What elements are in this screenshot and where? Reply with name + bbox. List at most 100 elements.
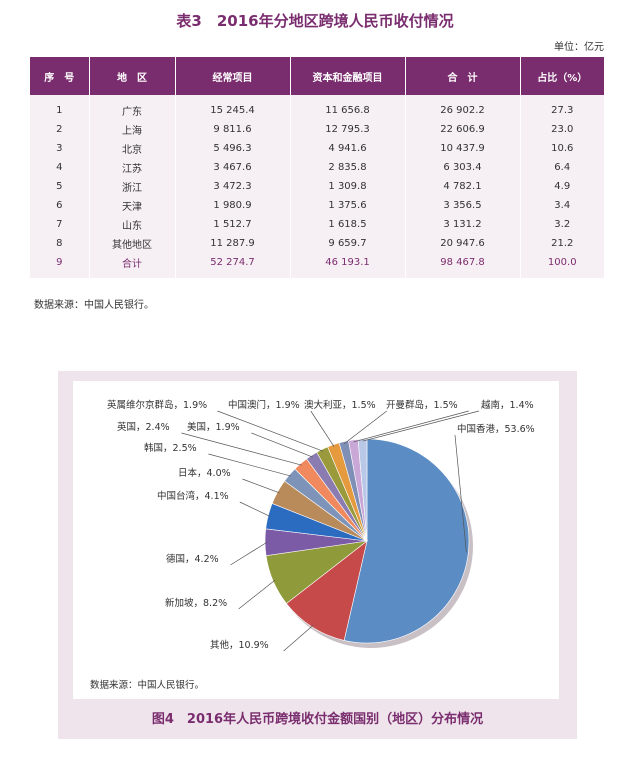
- table-cell: 22 606.9: [404, 120, 520, 139]
- table-cell: 10 437.9: [404, 139, 520, 158]
- leader-line: [238, 579, 276, 610]
- leader-line: [283, 625, 314, 652]
- table-title: 表3 2016年分地区跨境人民币收付情况: [176, 12, 454, 30]
- slice-label: 中国台湾，4.1%: [157, 490, 229, 502]
- table-cell: 1 980.9: [174, 196, 290, 215]
- table-cell: 3 131.2: [404, 215, 520, 234]
- table-row: 2 上海 9 811.6 12 795.3 22 606.9 23.0: [30, 120, 604, 139]
- table-header-row: 序 号 地 区 经常项目 资本和金融项目 合 计 占比（%）: [30, 57, 604, 95]
- table-row: 5 浙江 3 472.3 1 309.8 4 782.1 4.9: [30, 177, 604, 196]
- leader-line: [310, 410, 335, 447]
- slice-label: 中国香港，53.6%: [457, 423, 535, 435]
- table-cell: 4: [30, 158, 89, 177]
- table-cell: 江苏: [88, 158, 175, 177]
- table-cell: 5 496.3: [174, 139, 290, 158]
- table-cell: 天津: [88, 196, 175, 215]
- table-cell: 4 941.6: [289, 139, 405, 158]
- table-cell: 100.0: [519, 253, 604, 278]
- table-cell: 1: [30, 95, 89, 120]
- table-row: 8 其他地区 11 287.9 9 659.7 20 947.6 21.2: [30, 234, 604, 253]
- header-cell: 占比（%）: [519, 57, 604, 95]
- table-row: 1 广东 15 245.4 11 656.8 26 902.2 27.3: [30, 95, 604, 120]
- table-cell: 1 618.5: [289, 215, 405, 234]
- slice-label: 英国，2.4%: [117, 421, 170, 433]
- table-cell: 2: [30, 120, 89, 139]
- header-cell: 合 计: [404, 57, 520, 95]
- table-cell: 浙江: [88, 177, 175, 196]
- table-cell: 1 512.7: [174, 215, 290, 234]
- table-cell: 3 356.5: [404, 196, 520, 215]
- data-table: 序 号 地 区 经常项目 资本和金融项目 合 计 占比（%） 1 广东 15 245…: [30, 57, 604, 278]
- slice-label: 美国，1.9%: [187, 421, 240, 433]
- table-cell: 11 287.9: [174, 234, 290, 253]
- table-cell: 合计: [88, 253, 175, 278]
- table-unit: 单位：亿元: [554, 42, 604, 53]
- table-cell: 46 193.1: [289, 253, 405, 278]
- table-cell: 9 659.7: [289, 234, 405, 253]
- slice-label: 日本，4.0%: [178, 467, 231, 479]
- table-cell: 7: [30, 215, 89, 234]
- slice-label: 其他，10.9%: [210, 639, 269, 651]
- header-cell: 资本和金融项目: [289, 57, 405, 95]
- table-row: 9 合计 52 274.7 46 193.1 98 467.8 100.0: [30, 253, 604, 278]
- header-cell: 序 号: [30, 57, 89, 95]
- table-cell: 8: [30, 234, 89, 253]
- table-cell: 其他地区: [88, 234, 175, 253]
- table-cell: 9: [30, 253, 89, 278]
- slice-label: 中国澳门，1.9%: [228, 399, 300, 411]
- slice-label: 开曼群岛，1.5%: [386, 399, 458, 411]
- figure-title: 图4 2016年人民币跨境收付金额国别（地区）分布情况: [151, 712, 484, 727]
- table-cell: 北京: [88, 139, 175, 158]
- table-cell: 上海: [88, 120, 175, 139]
- table-cell: 3: [30, 139, 89, 158]
- table-cell: 15 245.4: [174, 95, 290, 120]
- table-cell: 52 274.7: [174, 253, 290, 278]
- table-cell: 4 782.1: [404, 177, 520, 196]
- table-cell: 9 811.6: [174, 120, 290, 139]
- table-row: 3 北京 5 496.3 4 941.6 10 437.9 10.6: [30, 139, 604, 158]
- table-cell: 6.4: [519, 158, 604, 177]
- table-cell: 3.2: [519, 215, 604, 234]
- table-cell: 3 472.3: [174, 177, 290, 196]
- table-cell: 10.6: [519, 139, 604, 158]
- table-cell: 23.0: [519, 120, 604, 139]
- leader-line: [242, 478, 280, 494]
- table-cell: 26 902.2: [404, 95, 520, 120]
- table-cell: 6: [30, 196, 89, 215]
- slice-label: 澳大利亚，1.5%: [304, 399, 376, 411]
- table-cell: 27.3: [519, 95, 604, 120]
- leader-line: [239, 501, 271, 517]
- table-row: 7 山东 1 512.7 1 618.5 3 131.2 3.2: [30, 215, 604, 234]
- table-cell: 6 303.4: [404, 158, 520, 177]
- table-cell: 12 795.3: [289, 120, 405, 139]
- leader-line: [362, 410, 480, 442]
- table-cell: 11 656.8: [289, 95, 405, 120]
- table-cell: 5: [30, 177, 89, 196]
- table-cell: 广东: [88, 95, 175, 120]
- table-cell: 3 467.6: [174, 158, 290, 177]
- figure-source: 数据来源：中国人民银行。: [90, 680, 205, 691]
- table-row: 4 江苏 3 467.6 2 835.8 6 303.4 6.4: [30, 158, 604, 177]
- pie-slice: [357, 438, 368, 542]
- leader-line: [353, 410, 469, 443]
- slice-label: 越南，1.4%: [481, 399, 534, 411]
- leader-line: [181, 432, 302, 466]
- header-cell: 地 区: [88, 57, 175, 95]
- leader-line: [344, 410, 388, 444]
- leader-line: [251, 432, 313, 458]
- slice-label: 韩国，2.5%: [144, 442, 197, 454]
- table-cell: 21.2: [519, 234, 604, 253]
- leader-line: [454, 434, 467, 553]
- table-cell: 2 835.8: [289, 158, 405, 177]
- leader-line: [230, 541, 268, 566]
- table-cell: 1 309.8: [289, 177, 405, 196]
- table-cell: 1 375.6: [289, 196, 405, 215]
- slice-label: 英属维尔京群岛，1.9%: [107, 399, 207, 411]
- table-cell: 98 467.8: [404, 253, 520, 278]
- leader-line: [217, 410, 324, 452]
- table-cell: 4.9: [519, 177, 604, 196]
- slice-label: 德国，4.2%: [166, 553, 219, 565]
- table-cell: 20 947.6: [404, 234, 520, 253]
- leader-line: [208, 453, 292, 477]
